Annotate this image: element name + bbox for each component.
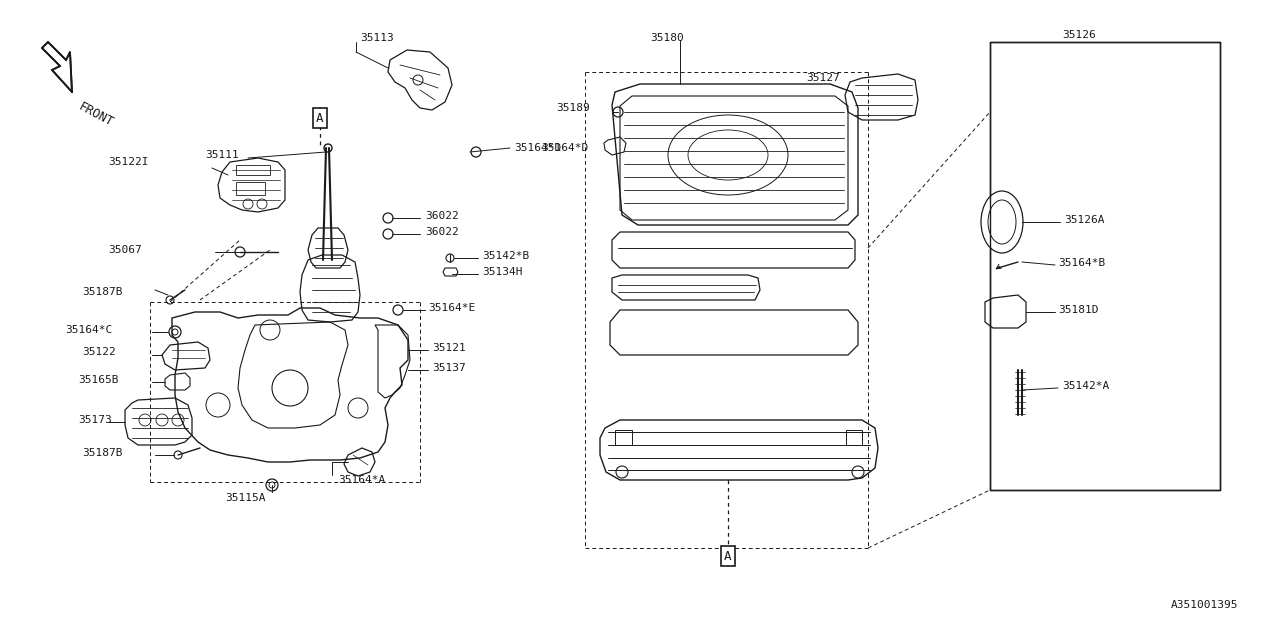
Text: 35142*B: 35142*B: [483, 251, 529, 261]
Text: 35111: 35111: [205, 150, 239, 160]
Text: 35115A: 35115A: [225, 493, 265, 503]
Text: 35127: 35127: [806, 73, 840, 83]
Text: 35122: 35122: [82, 347, 115, 357]
Text: 35189: 35189: [557, 103, 590, 113]
Text: 36022: 36022: [425, 227, 458, 237]
Text: 35164*E: 35164*E: [428, 303, 475, 313]
Text: 35067: 35067: [108, 245, 142, 255]
Polygon shape: [42, 42, 72, 92]
Text: 35180: 35180: [650, 33, 684, 43]
Text: FRONT: FRONT: [76, 100, 115, 129]
Text: A: A: [724, 550, 732, 563]
Text: 35137: 35137: [433, 363, 466, 373]
Text: 35181D: 35181D: [1059, 305, 1098, 315]
Text: 35165B: 35165B: [78, 375, 119, 385]
Text: 35164*D: 35164*D: [515, 143, 561, 153]
Text: 36022: 36022: [425, 211, 458, 221]
Text: A: A: [316, 111, 324, 125]
Text: 35187B: 35187B: [82, 448, 123, 458]
Text: 35142*A: 35142*A: [1062, 381, 1110, 391]
Text: 35164*C: 35164*C: [65, 325, 113, 335]
Text: 35173: 35173: [78, 415, 111, 425]
Text: 35164*D: 35164*D: [540, 143, 588, 153]
Text: 35126: 35126: [1062, 30, 1096, 40]
Text: 35126A: 35126A: [1064, 215, 1105, 225]
Text: A351001395: A351001395: [1170, 600, 1238, 610]
Text: 35113: 35113: [360, 33, 394, 43]
Text: 35164*A: 35164*A: [338, 475, 385, 485]
Text: 35134H: 35134H: [483, 267, 522, 277]
Text: 35164*B: 35164*B: [1059, 258, 1105, 268]
Text: 35121: 35121: [433, 343, 466, 353]
Ellipse shape: [980, 191, 1023, 253]
Text: 35187B: 35187B: [82, 287, 123, 297]
Text: 35122I: 35122I: [108, 157, 148, 167]
